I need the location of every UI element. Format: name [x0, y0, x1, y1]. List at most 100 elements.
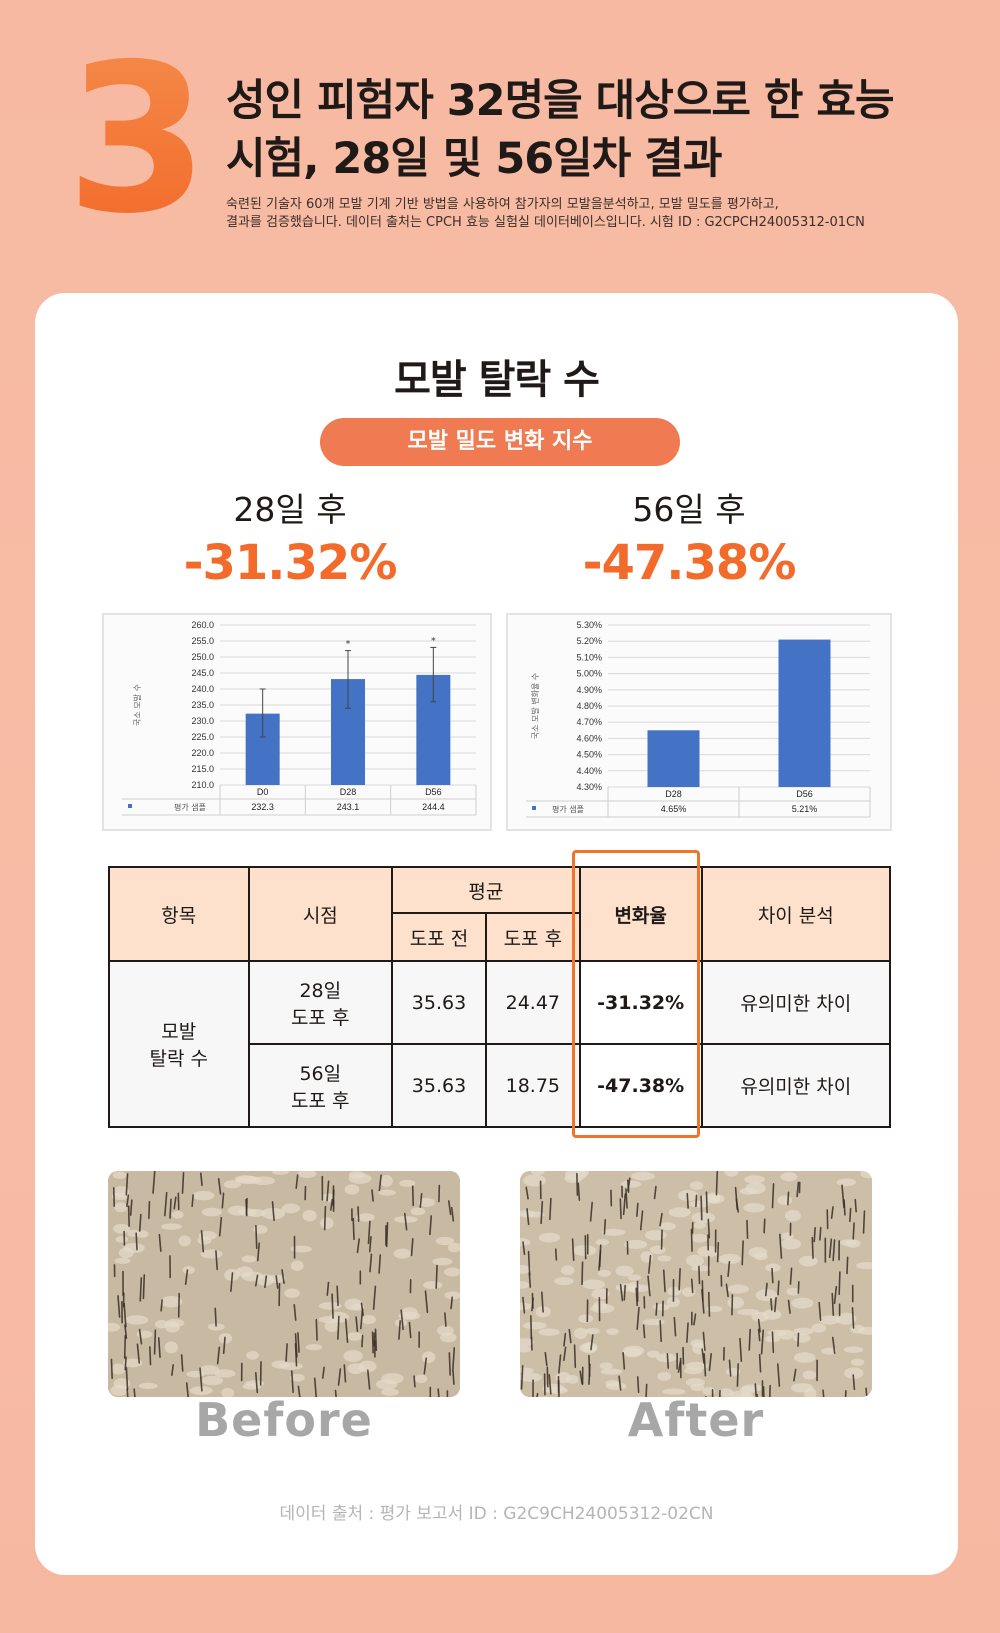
hair-strand: [125, 1173, 129, 1196]
hair-strand: [218, 1216, 223, 1237]
hair-strand: [659, 1320, 662, 1343]
hair-strand: [793, 1368, 797, 1382]
scalp-highlight: [234, 1175, 257, 1184]
hair-strand: [448, 1352, 451, 1376]
hair-strand: [158, 1233, 162, 1252]
chart-change-rate-svg: 5.30% 5.20% 5.10% 5.00% 4.90% 4.80% 4.70% 4.60%…: [526, 620, 871, 818]
scalp-highlight: [605, 1382, 627, 1391]
scalp-highlight: [579, 1342, 598, 1353]
hair-strand: [589, 1201, 593, 1222]
header-after: 도포 후: [484, 912, 581, 962]
hair-strand: [849, 1207, 852, 1223]
hair-strand: [169, 1198, 172, 1219]
scalp-highlight: [628, 1281, 641, 1294]
hair-strand: [429, 1215, 433, 1236]
hair-strand: [540, 1200, 544, 1225]
hair-strand: [830, 1206, 834, 1219]
hair-strand: [410, 1237, 414, 1257]
scalp-highlight: [178, 1235, 191, 1247]
hair-strand: [520, 1364, 524, 1390]
hair-strand: [660, 1229, 663, 1250]
hair-strand: [736, 1363, 739, 1387]
scalp-highlight: [790, 1383, 814, 1393]
scalp-highlight: [223, 1180, 241, 1189]
data-source: 데이터 출처 : 평가 보고서 ID : G2C9CH24005312-02CN: [279, 1504, 714, 1524]
scalp-highlight: [727, 1296, 745, 1309]
hair-strand: [372, 1285, 377, 1310]
hair-strand: [271, 1201, 275, 1222]
title-line-2: 시험, 28일 및 56일차 결과: [226, 134, 722, 184]
hair-strand: [548, 1374, 552, 1395]
description-line-1: 숙련된 기술자 60개 모발 기계 기반 방법을 사용하여 참가자의 모발을분석…: [226, 197, 779, 212]
hair-strand: [295, 1174, 299, 1190]
significance-mark: *: [431, 636, 436, 646]
scalp-highlight: [685, 1378, 705, 1387]
scalp-highlight: [631, 1171, 655, 1181]
hair-strand: [264, 1275, 268, 1289]
hair-strand: [707, 1291, 711, 1317]
hair-strand: [705, 1191, 708, 1214]
hair-strand: [355, 1316, 359, 1333]
scalp-highlight: [345, 1332, 364, 1341]
header-difference: 차이 분석: [700, 866, 892, 962]
hair-strand: [528, 1272, 532, 1288]
hair-strand: [450, 1296, 454, 1310]
scalp-highlight: [751, 1311, 769, 1322]
bar: [778, 639, 831, 787]
scalp-highlight: [744, 1175, 765, 1184]
scalp-highlight: [683, 1367, 703, 1375]
scalp-highlight: [693, 1222, 706, 1229]
hair-strand: [741, 1240, 744, 1266]
scalp-highlight: [784, 1209, 801, 1222]
scalp-highlight: [646, 1350, 660, 1358]
scalp-highlight: [546, 1386, 568, 1394]
scalp-highlight: [318, 1315, 343, 1324]
scalp-highlight: [581, 1279, 606, 1290]
scalp-highlight: [418, 1197, 436, 1207]
hair-strand: [222, 1336, 226, 1354]
hair-strand: [636, 1376, 640, 1393]
scalp-highlight: [754, 1252, 768, 1261]
y-tick-label: 235.0: [191, 700, 214, 710]
scalp-highlight: [393, 1248, 411, 1259]
header-average: 평균: [391, 866, 581, 914]
scalp-highlight: [423, 1281, 443, 1290]
data-label: 244.4: [422, 802, 445, 812]
scalp-highlight: [302, 1210, 317, 1222]
hair-strand: [329, 1198, 334, 1211]
hair-strand: [215, 1250, 218, 1271]
scalp-highlight: [697, 1245, 719, 1258]
hair-strand: [700, 1195, 703, 1221]
data-label: 243.1: [337, 802, 360, 812]
scalp-highlight: [440, 1332, 457, 1343]
x-tick-label: D56: [796, 789, 813, 799]
header-before: 도포 전: [391, 912, 487, 962]
y-tick-label: 4.30%: [576, 782, 602, 792]
hair-strand: [142, 1274, 146, 1300]
scalp-highlight: [171, 1210, 184, 1219]
hair-strand: [642, 1324, 646, 1339]
hair-strand: [563, 1332, 567, 1347]
hair-strand: [199, 1367, 203, 1392]
scalp-highlight: [691, 1233, 708, 1243]
scalp-image-after: [520, 1171, 872, 1397]
scalp-highlight: [108, 1322, 121, 1332]
scalp-highlight: [161, 1223, 182, 1230]
hair-strand: [833, 1285, 838, 1305]
hair-strand: [673, 1316, 677, 1337]
hair-strand: [796, 1181, 800, 1198]
scalp-highlight: [657, 1371, 672, 1381]
title-line-1: 성인 피험자 32명을 대상으로 한 효능: [226, 76, 895, 126]
hair-strand: [754, 1383, 757, 1397]
hair-strand: [686, 1322, 689, 1343]
scalp-highlight: [324, 1320, 340, 1333]
scalp-highlight: [160, 1295, 183, 1308]
description: 숙련된 기술자 60개 모발 기계 기반 방법을 사용하여 참가자의 모발을분석…: [226, 196, 946, 232]
scalp-image-before: [108, 1171, 460, 1397]
hair-strand: [117, 1295, 121, 1318]
scalp-highlight: [395, 1318, 408, 1327]
hair-strand: [199, 1172, 203, 1187]
hair-strand: [571, 1238, 575, 1262]
scalp-highlight: [666, 1296, 680, 1308]
hair-strand: [157, 1337, 161, 1359]
